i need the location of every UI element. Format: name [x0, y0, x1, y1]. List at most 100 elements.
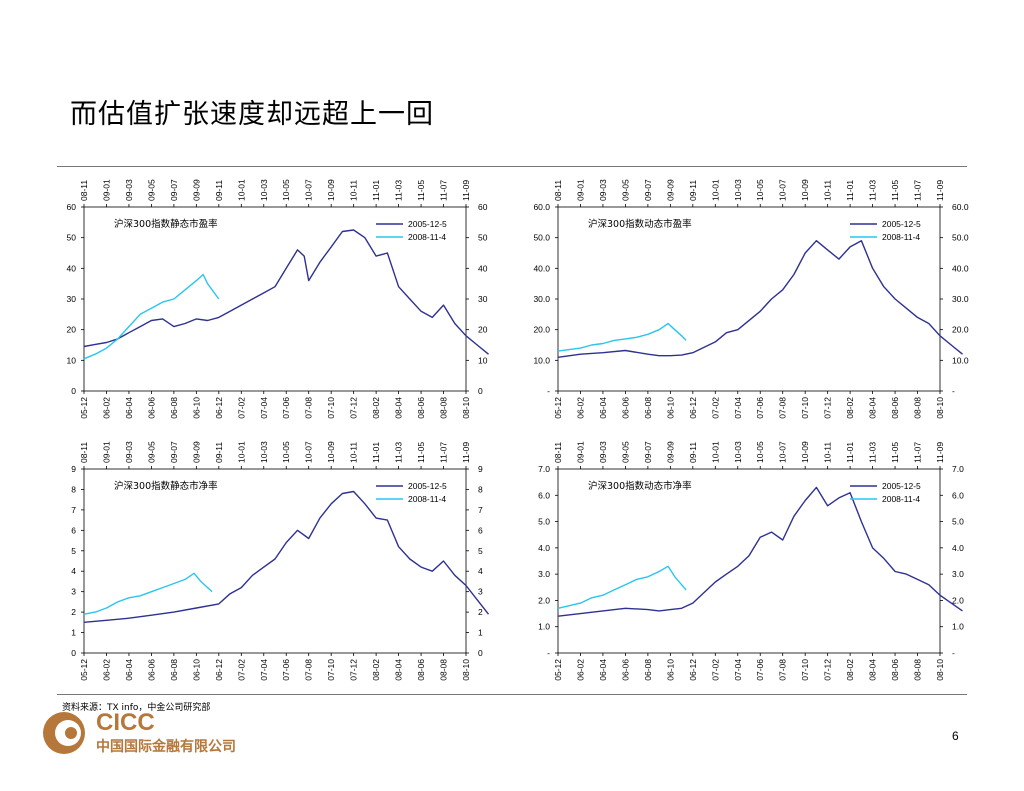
y-tick-label-right: 2.0	[952, 595, 964, 605]
top-tick-label: 10-09	[800, 441, 810, 463]
top-tick-label: 10-01	[236, 441, 246, 463]
bottom-tick-label: 07-02	[710, 659, 720, 681]
y-tick-label-left: 1.0	[538, 622, 550, 632]
plot-frame	[557, 468, 941, 654]
top-tick-label: 10-05	[281, 179, 291, 201]
top-tick-label: 09-07	[643, 179, 653, 201]
y-tick-label-right: 50.0	[952, 233, 969, 243]
top-tick-label: 09-11	[688, 180, 698, 201]
top-tick-label: 08-11	[79, 442, 89, 463]
y-tick-label-left: 20.0	[533, 325, 550, 335]
bottom-tick-label: 07-06	[755, 397, 765, 419]
y-tick-label-right: 3.0	[952, 569, 964, 579]
y-tick-label-left: 8	[71, 484, 76, 494]
y-tick-label-right: 6.0	[952, 490, 964, 500]
top-tick-label: 10-01	[710, 179, 720, 201]
y-tick-label-right: 50	[478, 233, 488, 243]
y-tick-label-right: -	[952, 386, 955, 396]
y-tick-label-right: 7.0	[952, 464, 964, 474]
top-tick-label: 10-09	[326, 441, 336, 463]
y-tick-label-left: 20	[67, 325, 77, 335]
svg-text:中国国际金融有限公司: 中国国际金融有限公司	[96, 738, 236, 755]
y-tick-label-right: 60	[478, 202, 488, 212]
bottom-tick-label: 08-06	[890, 397, 900, 419]
y-tick-label-left: -	[547, 386, 550, 396]
y-tick-label-right: 7	[478, 505, 483, 515]
y-tick-label-left: 3	[71, 587, 76, 597]
legend-label: 2008-11-4	[882, 494, 920, 504]
y-tick-label-left: 2	[71, 607, 76, 617]
y-tick-label-left: 40	[67, 263, 77, 273]
bottom-tick-label: 08-10	[461, 659, 471, 681]
top-tick-label: 10-07	[304, 179, 314, 201]
top-tick-label: 10-03	[259, 441, 269, 463]
y-tick-label-right: 30	[478, 294, 488, 304]
y-tick-label-left: 30.0	[533, 294, 550, 304]
top-tick-label: 10-01	[710, 441, 720, 463]
top-tick-label: 10-11	[823, 180, 833, 201]
bottom-tick-label: 05-12	[79, 397, 89, 419]
y-tick-label-left: 60.0	[533, 202, 550, 212]
top-tick-label: 09-09	[665, 179, 675, 201]
bottom-tick-label: 07-02	[236, 397, 246, 419]
top-tick-label: 09-05	[146, 441, 156, 463]
bottom-tick-label: 06-08	[643, 397, 653, 419]
bottom-tick-label: 08-06	[890, 659, 900, 681]
top-tick-label: 08-11	[553, 180, 563, 201]
top-tick-label: 09-01	[575, 179, 585, 201]
bottom-tick-label: 08-10	[935, 659, 945, 681]
bottom-tick-label: 08-04	[868, 397, 878, 419]
chart-title: 沪深300指数动态市净率	[588, 480, 692, 492]
top-tick-label: 09-05	[146, 179, 156, 201]
top-tick-label: 09-05	[620, 441, 630, 463]
y-tick-label-left: 6.0	[538, 490, 550, 500]
top-tick-label: 10-01	[236, 179, 246, 201]
bottom-tick-label: 07-12	[349, 397, 359, 419]
top-tick-label: 11-01	[845, 442, 855, 463]
top-tick-label: 09-11	[214, 442, 224, 463]
top-tick-label: 10-07	[304, 441, 314, 463]
top-tick-label: 10-05	[755, 441, 765, 463]
bottom-tick-label: 06-10	[665, 397, 675, 419]
bottom-tick-label: 07-06	[755, 659, 765, 681]
top-tick-label: 08-11	[79, 180, 89, 201]
chart-title: 沪深300指数静态市盈率	[114, 218, 218, 230]
legend-label: 2005-12-5	[882, 219, 921, 229]
top-tick-label: 11-05	[890, 180, 900, 201]
source-note: 资料来源：TX info，中金公司研究部	[62, 703, 211, 713]
bottom-tick-label: 06-06	[146, 659, 156, 681]
bottom-tick-label: 07-04	[733, 659, 743, 681]
bottom-tick-label: 06-10	[665, 659, 675, 681]
y-tick-label-left: 9	[71, 464, 76, 474]
y-tick-label-right: 1	[478, 628, 483, 638]
top-tick-label: 11-09	[935, 180, 945, 201]
y-tick-label-right: 8	[478, 484, 483, 494]
cicc-logo: CICC 中国国际金融有限公司	[40, 707, 270, 759]
y-tick-label-right: 30.0	[952, 294, 969, 304]
top-tick-label: 09-05	[620, 179, 630, 201]
bottom-tick-label: 06-12	[688, 397, 698, 419]
top-tick-label: 09-09	[191, 179, 201, 201]
top-tick-label: 10-03	[733, 179, 743, 201]
y-tick-label-left: 5	[71, 546, 76, 556]
bottom-tick-label: 07-04	[259, 659, 269, 681]
top-tick-label: 09-07	[169, 179, 179, 201]
top-tick-label: 08-11	[553, 442, 563, 463]
top-tick-label: 10-11	[349, 442, 359, 463]
bottom-tick-label: 06-06	[620, 397, 630, 419]
series-line-2005-12-5	[557, 486, 963, 617]
top-tick-label: 11-07	[439, 442, 449, 463]
top-tick-label: 11-07	[913, 180, 923, 201]
bottom-tick-label: 07-08	[304, 659, 314, 681]
top-tick-label: 10-11	[349, 180, 359, 201]
bottom-tick-label: 06-04	[598, 659, 608, 681]
bottom-tick-label: 08-08	[913, 397, 923, 419]
bottom-tick-label: 07-06	[281, 397, 291, 419]
y-tick-label-left: 10	[67, 355, 77, 365]
y-tick-label-left: 4.0	[538, 543, 550, 553]
bottom-tick-label: 08-06	[416, 397, 426, 419]
y-tick-label-left: 4	[71, 566, 76, 576]
bottom-tick-label: 07-06	[281, 659, 291, 681]
top-tick-label: 10-07	[778, 441, 788, 463]
y-tick-label-left: -	[547, 648, 550, 658]
